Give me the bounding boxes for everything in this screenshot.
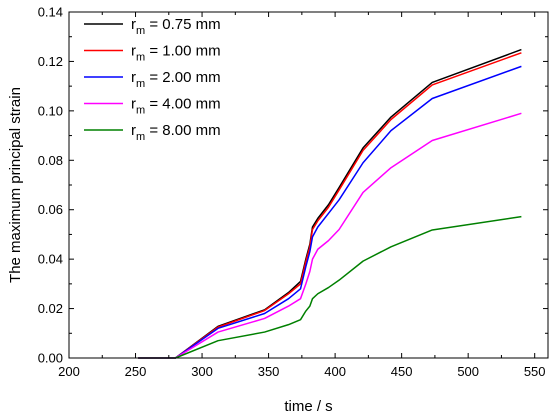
y-tick-label: 0.10	[38, 103, 63, 118]
y-tick-label: 0.04	[38, 252, 63, 267]
x-tick-label: 500	[457, 364, 479, 379]
series-line-5	[138, 215, 522, 359]
x-tick-label: 450	[391, 364, 413, 379]
x-tick-label: 300	[191, 364, 213, 379]
y-tick-label: 0.14	[38, 5, 63, 20]
y-axis-title: The maximum principal strain	[7, 87, 24, 283]
x-tick-label: 400	[324, 364, 346, 379]
legend-label-2: rm = 1.00 mm	[131, 43, 221, 64]
y-tick-label: 0.08	[38, 153, 63, 168]
series-line-2	[138, 52, 522, 359]
legend-label-4: rm = 4.00 mm	[131, 96, 221, 117]
legend-label-1: rm = 0.75 mm	[131, 16, 221, 37]
x-tick-label: 550	[524, 364, 546, 379]
x-axis-title: time / s	[284, 398, 332, 415]
y-tick-label: 0.02	[38, 301, 63, 316]
x-tick-label: 250	[125, 364, 147, 379]
series-lines	[138, 48, 522, 359]
series-line-4	[138, 112, 522, 359]
legend: rm = 0.75 mm rm = 1.00 mm rm = 2.00 mm rm =…	[84, 16, 221, 143]
plot-frame	[68, 11, 549, 359]
y-tick-label: 0.06	[38, 202, 63, 217]
y-tick-label: 0.00	[38, 351, 63, 366]
legend-label-5: rm = 8.00 mm	[131, 122, 221, 143]
x-tick-label: 200	[58, 364, 80, 379]
y-tick-label: 0.12	[38, 54, 63, 69]
legend-label-3: rm = 2.00 mm	[131, 69, 221, 90]
tick-labels: 200 250 300 350 400 450 500 550 0.00 0.02 0.04 0.06…	[38, 5, 546, 380]
axes	[68, 11, 549, 359]
series-line-3	[138, 65, 522, 359]
x-tick-label: 350	[258, 364, 280, 379]
